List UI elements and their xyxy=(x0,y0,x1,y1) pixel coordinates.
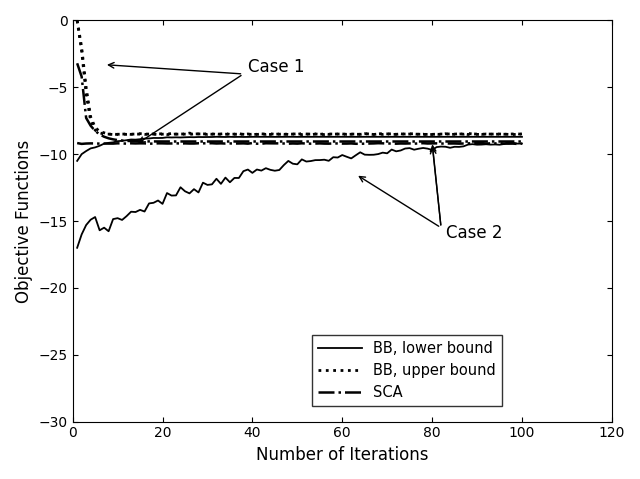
X-axis label: Number of Iterations: Number of Iterations xyxy=(256,446,429,464)
Text: Case 2: Case 2 xyxy=(445,225,502,242)
Y-axis label: Objective Functions: Objective Functions xyxy=(15,139,33,303)
Legend: BB, lower bound, BB, upper bound, SCA: BB, lower bound, BB, upper bound, SCA xyxy=(312,335,502,406)
Text: Case 1: Case 1 xyxy=(248,58,305,76)
